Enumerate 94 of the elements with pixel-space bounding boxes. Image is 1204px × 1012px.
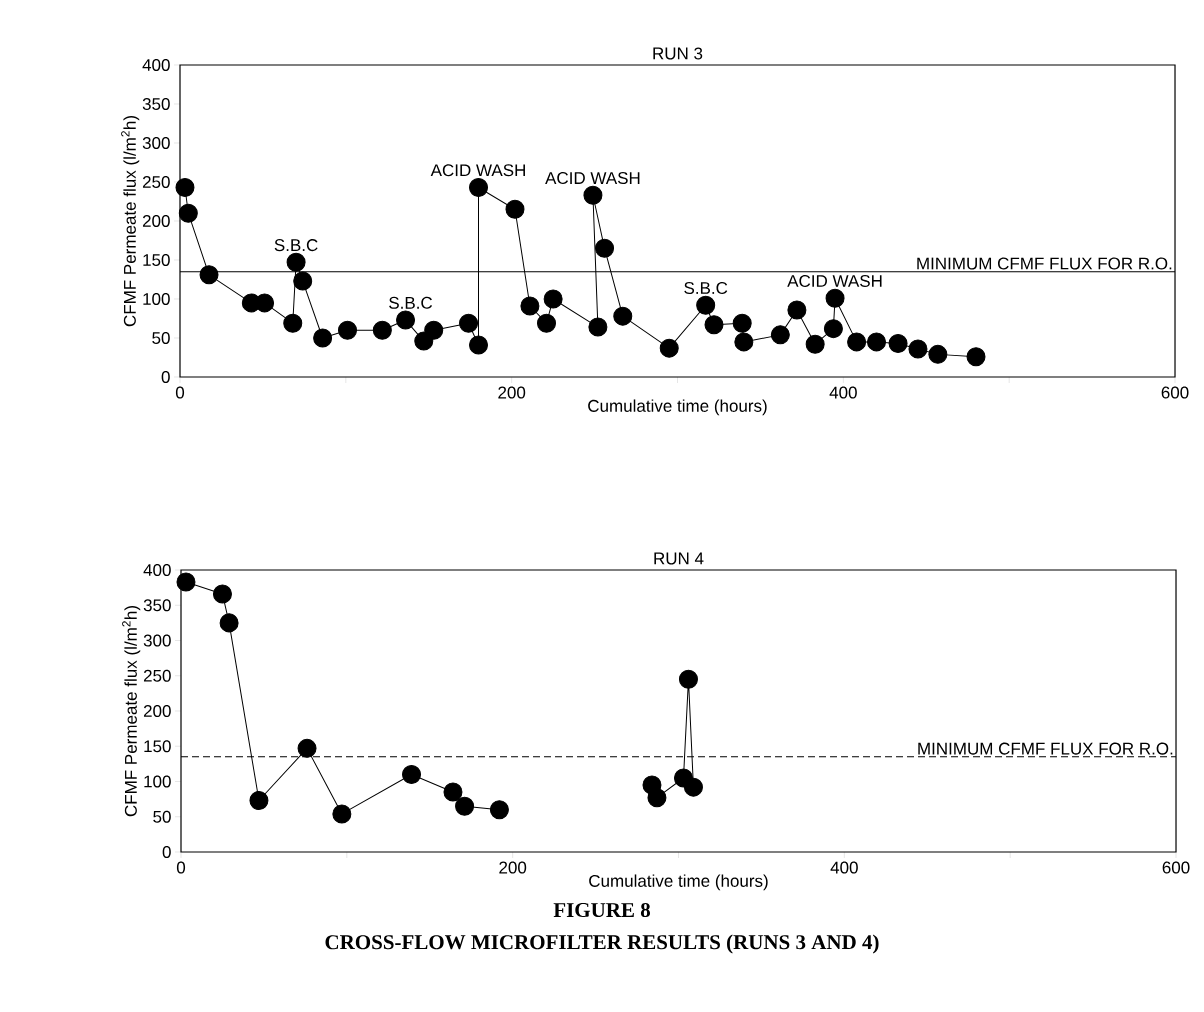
point <box>732 313 752 333</box>
y-tick-label: 400 <box>143 563 171 577</box>
annotation: S.B.C <box>389 296 433 309</box>
point <box>219 613 239 633</box>
point <box>469 335 489 355</box>
x-tick-label: 0 <box>176 861 186 874</box>
point <box>678 669 698 689</box>
point <box>455 796 475 816</box>
point <box>459 313 479 333</box>
point <box>396 310 416 330</box>
y-tick-label: 150 <box>144 740 171 753</box>
y-tick-label: 100 <box>143 292 170 306</box>
y-tick-label: 350 <box>143 599 171 612</box>
y-tick-label: 50 <box>153 810 171 823</box>
point <box>595 238 615 258</box>
chart-title: RUN 3 <box>653 47 703 60</box>
y-tick-label: 400 <box>142 58 170 72</box>
caption: FIGURE 8 <box>553 902 651 918</box>
point <box>424 320 444 340</box>
point <box>928 344 948 364</box>
point <box>489 800 509 820</box>
annotation: S.B.C <box>274 239 318 252</box>
y-tick-label: 150 <box>143 253 170 267</box>
annotation: ACID WASH <box>545 172 640 185</box>
point <box>372 320 392 340</box>
point <box>787 300 807 320</box>
point <box>823 319 843 339</box>
point <box>175 177 195 197</box>
point <box>888 333 908 353</box>
point <box>825 288 845 308</box>
point <box>338 320 357 340</box>
point <box>659 338 679 358</box>
point <box>543 289 563 309</box>
x-tick-label: 600 <box>1161 386 1189 399</box>
point <box>847 332 867 352</box>
point <box>537 313 556 333</box>
y-tick-label: 350 <box>142 97 170 111</box>
y-tick-label: 0 <box>161 370 170 384</box>
point <box>805 334 825 354</box>
point <box>469 177 489 197</box>
y-tick-label: 300 <box>142 136 170 150</box>
point <box>734 332 754 352</box>
x-tick-label: 200 <box>498 386 526 399</box>
point <box>283 313 303 333</box>
y-tick-label: 200 <box>142 214 170 228</box>
point <box>443 782 463 802</box>
point <box>683 777 703 797</box>
y-tick-label: 250 <box>143 669 171 682</box>
point <box>249 791 269 811</box>
x-tick-label: 200 <box>499 861 527 874</box>
y-tick-label: 50 <box>152 331 170 345</box>
point <box>199 265 219 285</box>
point <box>286 252 306 272</box>
ref-line-label: MINIMUM CFMF FLUX FOR R.O. <box>917 257 1172 270</box>
point <box>966 347 986 367</box>
point <box>255 293 275 313</box>
y-tick-label: 300 <box>143 634 171 647</box>
ref-line-label: MINIMUM CFMF FLUX FOR R.O. <box>918 742 1173 755</box>
point <box>520 296 540 316</box>
y-tick-label: 200 <box>143 704 171 718</box>
annotation: ACID WASH <box>787 274 882 288</box>
point <box>908 339 928 359</box>
point <box>402 764 422 784</box>
point <box>297 738 317 758</box>
point <box>332 804 352 824</box>
point <box>313 328 333 348</box>
point <box>178 203 198 223</box>
point <box>293 271 313 291</box>
point <box>583 185 603 205</box>
y-axis-title: CFMF Permeate flux (l/m$^{2}$h) <box>121 116 140 327</box>
point <box>588 317 608 337</box>
annotation: ACID WASH <box>430 164 525 177</box>
point <box>505 199 525 219</box>
y-axis-title: CFMF Permeate flux (l/m$^{2}$h) <box>122 606 141 817</box>
point <box>867 332 887 352</box>
x-tick-label: 0 <box>175 386 185 399</box>
x-tick-label: 400 <box>829 386 857 399</box>
y-tick-label: 0 <box>162 845 171 859</box>
annotation: S.B.C <box>684 281 728 295</box>
point <box>704 315 724 335</box>
chart-title: RUN 4 <box>654 552 704 565</box>
point <box>613 306 633 326</box>
text: CROSS-FLOW MICROFILTER RESULTS (RUNS 3 AND 4) <box>325 934 879 954</box>
x-axis-title: Cumulative time (hours) <box>589 874 768 891</box>
y-tick-label: 250 <box>142 175 170 189</box>
point <box>647 788 667 808</box>
x-axis-title: Cumulative time (hours) <box>588 399 767 416</box>
y-tick-label: 100 <box>144 775 171 788</box>
x-tick-label: 400 <box>830 861 858 874</box>
point <box>176 572 196 592</box>
x-tick-label: 600 <box>1162 861 1190 874</box>
point <box>696 295 716 315</box>
point <box>770 325 790 345</box>
point <box>212 584 232 604</box>
